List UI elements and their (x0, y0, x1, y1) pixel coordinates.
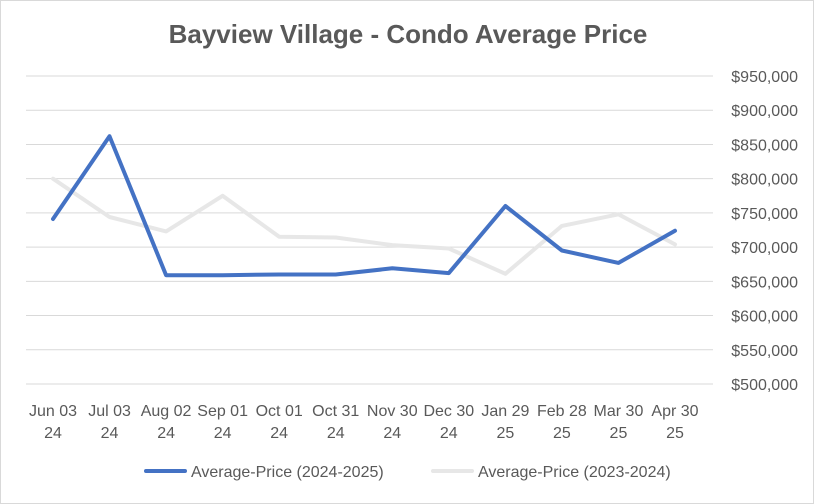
y-tick-label: $700,000 (731, 240, 798, 257)
series-lines (51, 134, 677, 278)
y-axis-ticks: $500,000 $550,000 $600,000 $650,000 $700,000… (731, 69, 798, 394)
x-tick-label: Dec 30 24 (423, 403, 474, 442)
x-tick-label: Oct 31 24 (312, 403, 359, 442)
legend: Average-Price (2024-2025) Average-Price (… (144, 464, 671, 481)
series-line (51, 134, 677, 278)
y-tick-label: $850,000 (731, 137, 798, 154)
x-tick-label: Aug 02 24 (141, 403, 192, 442)
x-tick-label: Feb 28 25 (537, 403, 587, 442)
y-tick-label: $900,000 (731, 103, 798, 120)
legend-label: Average-Price (2023-2024) (478, 464, 671, 481)
y-tick-label: $800,000 (731, 172, 798, 189)
x-tick-label: Nov 30 24 (367, 403, 418, 442)
x-tick-label: Jun 03 24 (29, 403, 77, 442)
y-tick-label: $650,000 (731, 274, 798, 291)
x-tick-label: Apr 30 25 (651, 403, 698, 442)
y-tick-label: $600,000 (731, 309, 798, 326)
y-tick-label: $750,000 (731, 206, 798, 223)
x-tick-label: Sep 01 24 (197, 403, 248, 442)
x-tick-label: Jan 29 25 (481, 403, 529, 442)
legend-label: Average-Price (2024-2025) (191, 464, 384, 481)
x-tick-label: Oct 01 24 (256, 403, 303, 442)
x-tick-label: Jul 03 24 (88, 403, 131, 442)
gridlines (26, 75, 713, 385)
series-line (51, 176, 677, 276)
chart-title: Bayview Village - Condo Average Price (169, 19, 648, 49)
y-tick-label: $950,000 (731, 69, 798, 86)
y-tick-label: $550,000 (731, 343, 798, 360)
y-tick-label: $500,000 (731, 377, 798, 394)
x-tick-label: Mar 30 25 (594, 403, 644, 442)
